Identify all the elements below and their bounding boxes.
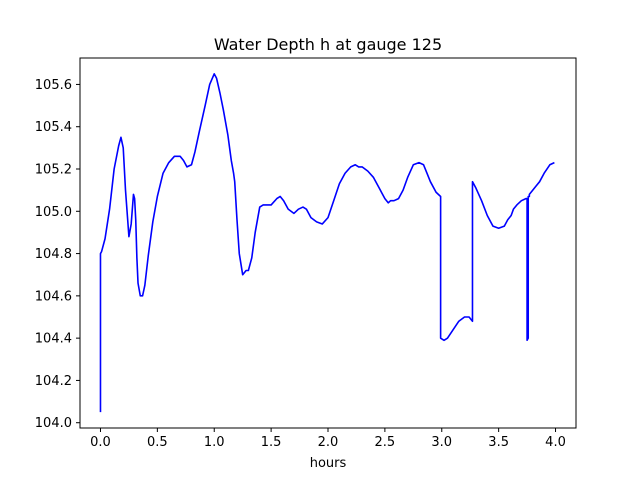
y-tick-label: 105.6 <box>35 78 72 93</box>
y-tick-label: 104.0 <box>35 416 72 431</box>
x-tick-label: 3.5 <box>488 435 509 450</box>
x-tick-label: 2.5 <box>375 435 396 450</box>
y-tick-label: 105.0 <box>35 205 72 220</box>
x-tick-label: 2.0 <box>318 435 339 450</box>
series-line-1 <box>99 73 555 413</box>
y-tick-label: 104.6 <box>35 289 72 304</box>
x-tick-label: 1.5 <box>261 435 282 450</box>
y-axis-ticks: 104.0 104.2 104.4 104.6 104.8 105.0 105.2 105.4… <box>35 78 80 431</box>
y-tick-label: 104.8 <box>35 247 72 262</box>
x-tick-label: 3.0 <box>431 435 452 450</box>
series-layer <box>99 73 555 413</box>
y-tick-label: 105.4 <box>35 120 72 135</box>
y-tick-label: 104.2 <box>35 374 72 389</box>
x-tick-label: 0.0 <box>90 435 111 450</box>
x-tick-label: 1.0 <box>204 435 225 450</box>
y-tick-label: 104.4 <box>35 332 72 347</box>
chart-title: Water Depth h at gauge 125 <box>214 35 442 54</box>
x-tick-label: 0.5 <box>147 435 168 450</box>
x-axis-ticks: 0.0 0.5 1.0 1.5 2.0 2.5 3.0 3.5 4.0 <box>90 428 566 450</box>
x-tick-label: 4.0 <box>545 435 566 450</box>
x-axis-label: hours <box>310 456 347 471</box>
y-tick-label: 105.2 <box>35 163 72 178</box>
